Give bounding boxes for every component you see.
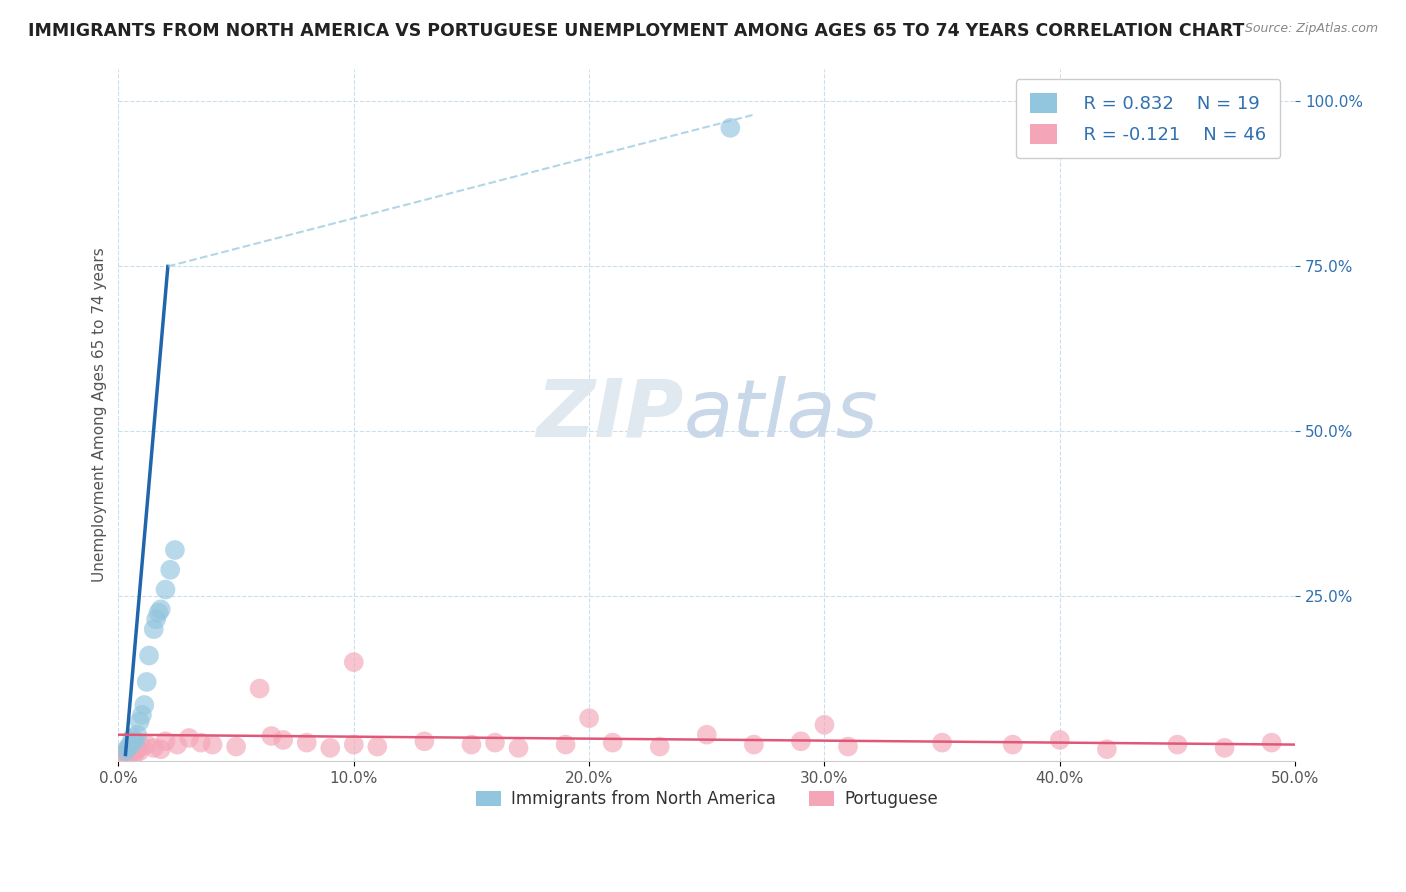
Point bbox=[159, 563, 181, 577]
Point bbox=[120, 747, 142, 762]
Point bbox=[166, 738, 188, 752]
Point bbox=[696, 728, 718, 742]
Point bbox=[131, 707, 153, 722]
Y-axis label: Unemployment Among Ages 65 to 74 years: Unemployment Among Ages 65 to 74 years bbox=[93, 247, 107, 582]
Point bbox=[120, 738, 142, 752]
Point bbox=[790, 734, 813, 748]
Point bbox=[366, 739, 388, 754]
Point bbox=[114, 748, 136, 763]
Point bbox=[343, 655, 366, 669]
Point bbox=[117, 746, 139, 760]
Point bbox=[648, 739, 671, 754]
Point bbox=[554, 738, 576, 752]
Point bbox=[201, 738, 224, 752]
Point bbox=[225, 739, 247, 754]
Point bbox=[135, 674, 157, 689]
Point bbox=[134, 698, 156, 712]
Legend: Immigrants from North America, Portuguese: Immigrants from North America, Portugues… bbox=[470, 784, 945, 815]
Point bbox=[142, 740, 165, 755]
Point bbox=[271, 733, 294, 747]
Point bbox=[508, 740, 530, 755]
Point bbox=[124, 734, 146, 748]
Point bbox=[190, 736, 212, 750]
Point bbox=[718, 120, 741, 135]
Point bbox=[155, 582, 177, 597]
Point bbox=[1001, 738, 1024, 752]
Point bbox=[413, 734, 436, 748]
Point bbox=[124, 746, 146, 760]
Point bbox=[742, 738, 765, 752]
Point bbox=[295, 736, 318, 750]
Point bbox=[931, 736, 953, 750]
Point bbox=[117, 740, 139, 755]
Point bbox=[1213, 740, 1236, 755]
Point bbox=[249, 681, 271, 696]
Text: atlas: atlas bbox=[683, 376, 877, 454]
Point bbox=[1166, 738, 1188, 752]
Point bbox=[578, 711, 600, 725]
Point bbox=[145, 612, 167, 626]
Point bbox=[127, 742, 149, 756]
Point bbox=[343, 738, 366, 752]
Text: IMMIGRANTS FROM NORTH AMERICA VS PORTUGUESE UNEMPLOYMENT AMONG AGES 65 TO 74 YEA: IMMIGRANTS FROM NORTH AMERICA VS PORTUGU… bbox=[28, 22, 1244, 40]
Point bbox=[813, 718, 835, 732]
Point bbox=[128, 714, 150, 729]
Point bbox=[112, 747, 135, 762]
Point bbox=[602, 736, 624, 750]
Text: ZIP: ZIP bbox=[536, 376, 683, 454]
Point bbox=[1095, 742, 1118, 756]
Point bbox=[177, 731, 200, 745]
Point bbox=[148, 606, 170, 620]
Point bbox=[319, 740, 342, 755]
Point bbox=[121, 731, 143, 745]
Point bbox=[131, 739, 153, 754]
Point bbox=[460, 738, 482, 752]
Point bbox=[163, 543, 186, 558]
Text: Source: ZipAtlas.com: Source: ZipAtlas.com bbox=[1244, 22, 1378, 36]
Point bbox=[135, 738, 157, 752]
Point bbox=[149, 602, 172, 616]
Point bbox=[260, 729, 283, 743]
Point bbox=[155, 734, 177, 748]
Point bbox=[142, 622, 165, 636]
Point bbox=[1260, 736, 1282, 750]
Point bbox=[837, 739, 859, 754]
Point bbox=[128, 744, 150, 758]
Point bbox=[127, 728, 149, 742]
Point bbox=[149, 742, 172, 756]
Point bbox=[114, 744, 136, 758]
Point bbox=[138, 648, 160, 663]
Point bbox=[121, 744, 143, 758]
Point bbox=[484, 736, 506, 750]
Point bbox=[1049, 733, 1071, 747]
